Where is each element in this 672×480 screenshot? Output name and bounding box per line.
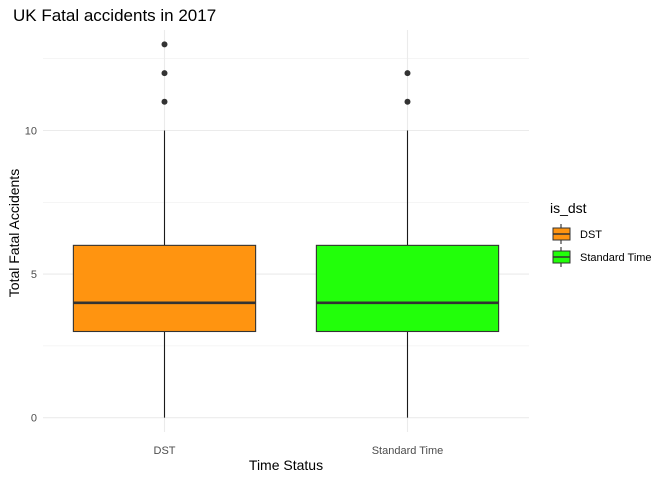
legend-items: DST Standard Time xyxy=(552,224,652,267)
x-axis-ticks: DST Standard Time xyxy=(154,445,444,457)
box-group xyxy=(315,70,500,418)
legend: is_dst DST Standard Time xyxy=(550,200,652,267)
gridlines xyxy=(43,30,529,432)
legend-title: is_dst xyxy=(550,200,587,216)
legend-label: Standard Time xyxy=(580,252,652,264)
y-axis-title: Total Fatal Accidents xyxy=(6,169,22,297)
box-group xyxy=(72,41,257,418)
box-iqr xyxy=(72,244,257,333)
boxes xyxy=(72,41,500,418)
outlier-point xyxy=(161,98,168,105)
legend-label: DST xyxy=(580,229,602,241)
chart-title: UK Fatal accidents in 2017 xyxy=(13,6,216,25)
outlier-point xyxy=(161,41,168,48)
legend-item: DST xyxy=(552,224,602,244)
y-axis-ticks: 0 5 10 xyxy=(25,126,37,425)
x-tick-label: DST xyxy=(154,445,176,457)
outlier-point xyxy=(404,70,411,77)
y-tick-label: 0 xyxy=(31,413,37,425)
legend-item: Standard Time xyxy=(552,247,652,267)
x-tick-label: Standard Time xyxy=(372,445,444,457)
box-iqr xyxy=(315,244,500,333)
outlier-point xyxy=(404,98,411,105)
y-tick-label: 10 xyxy=(25,126,37,138)
y-tick-label: 5 xyxy=(31,269,37,281)
outlier-point xyxy=(161,70,168,77)
x-axis-title: Time Status xyxy=(249,457,323,473)
